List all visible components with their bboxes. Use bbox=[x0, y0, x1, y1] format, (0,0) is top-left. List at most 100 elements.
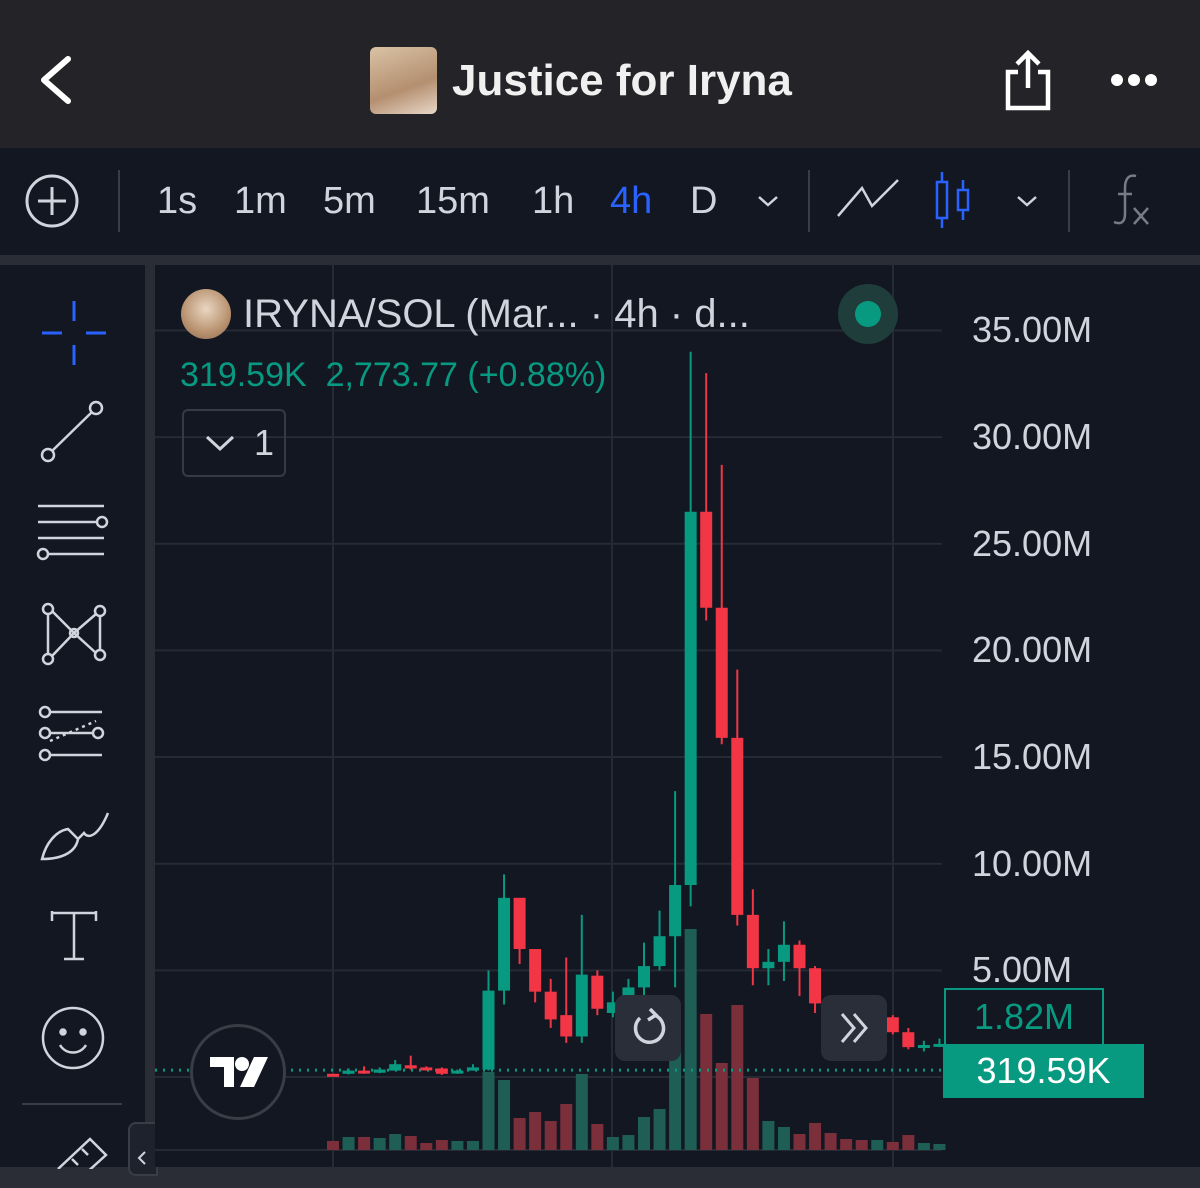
volume-bar bbox=[684, 929, 697, 1150]
ruler-icon[interactable] bbox=[54, 1135, 108, 1169]
volume-bar bbox=[435, 1140, 448, 1150]
add-plus-icon[interactable] bbox=[24, 173, 80, 229]
status-dot-icon bbox=[855, 301, 881, 327]
divider bbox=[118, 170, 120, 232]
text-tool-icon[interactable] bbox=[50, 909, 98, 963]
more-icon[interactable] bbox=[1110, 72, 1160, 88]
line-chart-icon[interactable] bbox=[836, 178, 900, 218]
price-axis-label: 20.00M bbox=[972, 629, 1093, 671]
trend-line-icon[interactable] bbox=[38, 399, 108, 465]
volume-bar bbox=[855, 1140, 868, 1150]
candle-body bbox=[762, 961, 775, 969]
candle-body bbox=[902, 1032, 915, 1048]
candle-body bbox=[793, 944, 806, 969]
market-status[interactable] bbox=[838, 284, 898, 344]
divider bbox=[808, 170, 810, 232]
indicators-fx-icon[interactable] bbox=[1110, 172, 1154, 228]
timeframe-15m[interactable]: 15m bbox=[416, 180, 490, 222]
candle-body bbox=[451, 1070, 464, 1074]
candle-body bbox=[327, 1073, 339, 1077]
candle-body bbox=[606, 1002, 619, 1014]
candle-body bbox=[917, 1045, 930, 1049]
volume-bar bbox=[886, 1142, 899, 1150]
price-axis-label: 35.00M bbox=[972, 309, 1093, 351]
volume-bar bbox=[513, 1118, 526, 1150]
volume-bar bbox=[622, 1135, 635, 1150]
candle-body bbox=[560, 1015, 573, 1037]
candle-body bbox=[358, 1070, 371, 1074]
fib-projection-icon[interactable] bbox=[36, 703, 106, 767]
chart-toolbar: 1s 1m 5m 15m 1h 4h D bbox=[0, 148, 1200, 255]
volume-bar bbox=[762, 1121, 775, 1150]
candle-body bbox=[933, 1043, 946, 1047]
brush-icon[interactable] bbox=[38, 809, 112, 865]
volume-bar bbox=[715, 1063, 728, 1150]
top-bar: Justice for Iryna bbox=[0, 0, 1200, 148]
timeframe-1h[interactable]: 1h bbox=[532, 180, 575, 222]
candle-body bbox=[684, 511, 697, 886]
horizontal-lines-icon[interactable] bbox=[34, 500, 110, 564]
candle-body bbox=[529, 949, 542, 992]
volume-bar bbox=[777, 1127, 790, 1150]
candle-body bbox=[638, 966, 650, 988]
candle-body bbox=[669, 885, 682, 937]
last-price-label: 319.59K bbox=[943, 1044, 1144, 1098]
share-icon[interactable] bbox=[1002, 50, 1054, 112]
symbol-avatar bbox=[181, 289, 231, 339]
volume-bar bbox=[809, 1123, 822, 1150]
candle-body bbox=[498, 897, 511, 991]
volume-bar bbox=[451, 1141, 464, 1150]
volume-bar bbox=[840, 1139, 853, 1150]
symbol-title[interactable]: IRYNA/SOL (Mar... · 4h · d... bbox=[243, 292, 750, 336]
price-axis-label: 10.00M bbox=[972, 842, 1093, 884]
crosshair-icon[interactable] bbox=[40, 299, 108, 367]
volume-bar bbox=[404, 1136, 417, 1150]
volume-price-label: 1.82M bbox=[944, 988, 1104, 1046]
volume-bar bbox=[746, 1078, 759, 1150]
volume-value: 319.59K bbox=[180, 356, 307, 394]
candle-body bbox=[591, 975, 604, 1009]
divider bbox=[22, 1103, 122, 1105]
price-axis-label: 25.00M bbox=[972, 522, 1093, 564]
candle-body bbox=[731, 737, 744, 915]
emoji-icon[interactable] bbox=[40, 1005, 106, 1071]
candlestick-chart-icon[interactable] bbox=[932, 170, 974, 230]
candle-body bbox=[653, 936, 666, 967]
volume-bar bbox=[482, 1072, 495, 1150]
candle-body bbox=[435, 1068, 448, 1074]
scroll-to-realtime-button[interactable] bbox=[821, 995, 887, 1061]
timeframe-1m[interactable]: 1m bbox=[234, 180, 287, 222]
tradingview-logo[interactable] bbox=[190, 1024, 286, 1120]
volume-bar bbox=[902, 1135, 915, 1150]
volume-bar bbox=[793, 1134, 806, 1150]
timeframe-5m[interactable]: 5m bbox=[323, 180, 376, 222]
reset-chart-button[interactable] bbox=[615, 995, 681, 1061]
candle-body bbox=[466, 1067, 479, 1071]
chevron-left-icon[interactable] bbox=[36, 55, 76, 105]
volume-bar bbox=[373, 1138, 386, 1150]
timeframe-4h[interactable]: 4h bbox=[610, 180, 653, 222]
volume-bar bbox=[560, 1104, 573, 1150]
ohlc-legend: 319.59K 2,773.77 (+0.88%) bbox=[180, 356, 606, 395]
candle-body bbox=[809, 968, 822, 1004]
candle-body bbox=[746, 914, 759, 969]
chevron-down-icon[interactable] bbox=[1015, 194, 1039, 208]
volume-bar bbox=[638, 1117, 650, 1150]
candle-body bbox=[886, 1017, 899, 1033]
chevron-down-icon[interactable] bbox=[756, 194, 780, 208]
candle-body bbox=[482, 990, 495, 1070]
price-axis-label: 5.00M bbox=[972, 949, 1073, 991]
volume-bar bbox=[871, 1140, 884, 1150]
volume-bar bbox=[358, 1137, 371, 1150]
volume-bar bbox=[389, 1134, 402, 1150]
candle-body bbox=[777, 944, 790, 962]
timeframe-d[interactable]: D bbox=[690, 180, 718, 222]
indicator-count: 1 bbox=[254, 422, 275, 463]
pattern-tool-icon[interactable] bbox=[38, 601, 110, 667]
volume-bar bbox=[653, 1109, 666, 1150]
price-axis-label: 15.00M bbox=[972, 736, 1093, 778]
candle-body bbox=[544, 991, 557, 1020]
indicators-collapse-button[interactable]: 1 bbox=[182, 409, 286, 477]
timeframe-1s[interactable]: 1s bbox=[157, 180, 198, 222]
